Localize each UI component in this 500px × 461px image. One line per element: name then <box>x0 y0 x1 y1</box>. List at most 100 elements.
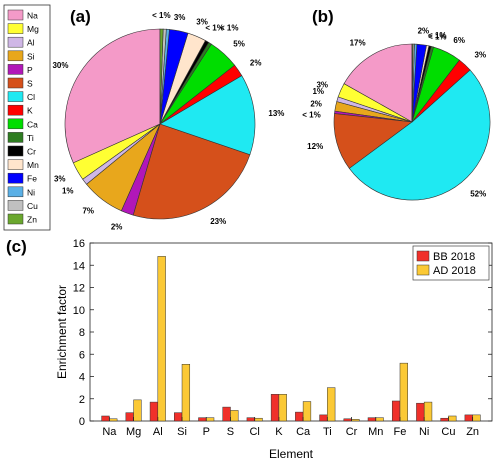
bar-zn-ad <box>472 414 481 422</box>
bar-cl-bb <box>246 417 255 422</box>
y-tick-label: 16 <box>73 238 85 250</box>
legend-swatch-na <box>7 9 24 21</box>
x-tick-label-cr: Cr <box>346 426 358 438</box>
legend-label-ca: Ca <box>27 119 38 129</box>
legend-label-na: Na <box>27 11 38 21</box>
legend-swatch-si <box>7 50 24 62</box>
legend-label-ti: Ti <box>27 133 34 143</box>
pie-a-label-fe: 3% <box>174 13 186 22</box>
bar-na-ad <box>109 418 118 422</box>
y-tick-label: 0 <box>79 416 85 428</box>
legend-label-cl: Cl <box>27 92 35 102</box>
bar-legend-swatch-bb <box>416 250 430 262</box>
legend-label-s: S <box>27 79 33 89</box>
y-tick-label: 14 <box>73 260 85 272</box>
x-tick-label-cu: Cu <box>441 426 455 438</box>
pie-a-slice-s <box>132 123 251 220</box>
bar-na-bb <box>101 415 110 422</box>
pie-a-label-ti: < 1% <box>205 23 223 32</box>
bar-mg-ad <box>133 399 142 422</box>
pie-a-label-k: 2% <box>250 58 262 67</box>
pie-a-label-al: 1% <box>62 186 74 195</box>
x-tick-label-cl: Cl <box>249 426 259 438</box>
pie-a-slice-na <box>64 28 161 164</box>
bar-cr-bb <box>343 418 352 422</box>
pie-b-label-cl: 52% <box>470 189 486 198</box>
pie-a-slice-cl <box>159 75 256 156</box>
legend-swatch-cr <box>7 145 24 157</box>
bar-zn-bb <box>464 414 473 422</box>
legend-swatch-ti <box>7 132 24 143</box>
legend-swatch-k <box>7 104 24 116</box>
legend: Na Mg Al Si PS Cl K Ca Ti Cr Mn Fe Ni Cu Zn <box>3 4 51 231</box>
pie-a-label-si: 7% <box>82 207 94 216</box>
bar-ca-ad <box>302 401 312 422</box>
panel-label-c: (c) <box>6 237 27 256</box>
bar-ti-bb <box>319 414 328 422</box>
pie-b-slice-zn <box>411 43 414 123</box>
bar-ti-ad <box>327 387 336 422</box>
bar-p-bb <box>198 417 207 422</box>
pie-chart-a: 30%3%1%7%2%23%13%2%5%< 1%< 1%3%3%< 1% <box>52 11 284 231</box>
pie-a-label-cl: 13% <box>268 109 284 118</box>
bar-s-bb <box>222 406 231 422</box>
y-tick-label: 2 <box>79 394 85 406</box>
bar-al-bb <box>149 401 159 422</box>
x-tick-label-si: Si <box>177 426 187 438</box>
x-tick-label-fe: Fe <box>394 426 407 438</box>
legend-swatch-cl <box>7 91 24 102</box>
legend-label-si: Si <box>27 51 35 61</box>
panel-label-a: (a) <box>70 7 91 26</box>
legend-label-mg: Mg <box>27 24 39 34</box>
legend-swatch-zn <box>7 213 24 225</box>
bar-mn-ad <box>375 417 384 422</box>
y-tick-label: 12 <box>73 283 85 295</box>
pie-a-label-ca: 5% <box>233 39 245 48</box>
panel-label-b: (b) <box>312 7 334 26</box>
pie-b-slice-na <box>343 43 413 123</box>
bar-cr-ad <box>351 419 360 422</box>
x-axis-label: Element <box>269 447 314 461</box>
legend-label-mn: Mn <box>27 160 39 170</box>
bar-p-ad <box>205 417 215 422</box>
y-tick-label: 8 <box>79 327 85 339</box>
x-tick-label-ni: Ni <box>419 426 429 438</box>
y-tick-label: 10 <box>73 305 85 317</box>
legend-swatch-s <box>7 77 24 89</box>
bar-chart-c: 0 2 4 6 8 10 12 14 16 Na Mg Al Si P S Cl K Ca Ti Cr Mn Fe Ni Cu… <box>55 238 493 461</box>
pie-a-label-cu: < 1% <box>152 11 170 20</box>
legend-swatch-mn <box>7 159 24 170</box>
bar-cl-ad <box>254 417 263 422</box>
y-axis-label: Enrichment factor <box>55 285 69 379</box>
bar-si-bb <box>174 412 183 422</box>
legend-swatch-p <box>7 64 24 75</box>
legend-label-ni: Ni <box>27 187 35 197</box>
pie-a-slice-zn <box>159 28 164 125</box>
legend-swatch-fe <box>7 172 24 184</box>
pie-a-label-cr: < 1% <box>220 23 238 32</box>
pie-b-slice-cl <box>348 69 491 201</box>
bar-ni-bb <box>416 402 425 422</box>
legend-label-cu: Cu <box>27 201 38 211</box>
x-tick-label-ca: Ca <box>296 426 311 438</box>
x-tick-label-s: S <box>227 426 234 438</box>
bar-cu-bb <box>440 417 449 422</box>
bar-mn-bb <box>367 417 377 422</box>
legend-label-cr: Cr <box>27 147 36 157</box>
pie-b-label-ca: 6% <box>453 36 465 45</box>
legend-swatch-al <box>7 36 24 48</box>
y-tick-label: 6 <box>79 349 85 361</box>
bar-legend-label-ad: AD 2018 <box>433 265 476 277</box>
legend-swatch-mg <box>7 23 24 34</box>
x-tick-label-mn: Mn <box>368 426 383 438</box>
pie-a-label-p: 2% <box>111 222 123 231</box>
bar-legend-label-bb: BB 2018 <box>433 251 475 263</box>
legend-label-k: K <box>27 106 33 116</box>
pie-b-label-ti: < 1% <box>428 31 446 40</box>
bar-k-ad <box>278 394 287 422</box>
pie-b-label-p: < 1% <box>302 111 320 120</box>
bar-k-bb <box>270 394 280 422</box>
x-tick-label-k: K <box>275 426 283 438</box>
pie-b-label-s: 12% <box>307 142 323 151</box>
